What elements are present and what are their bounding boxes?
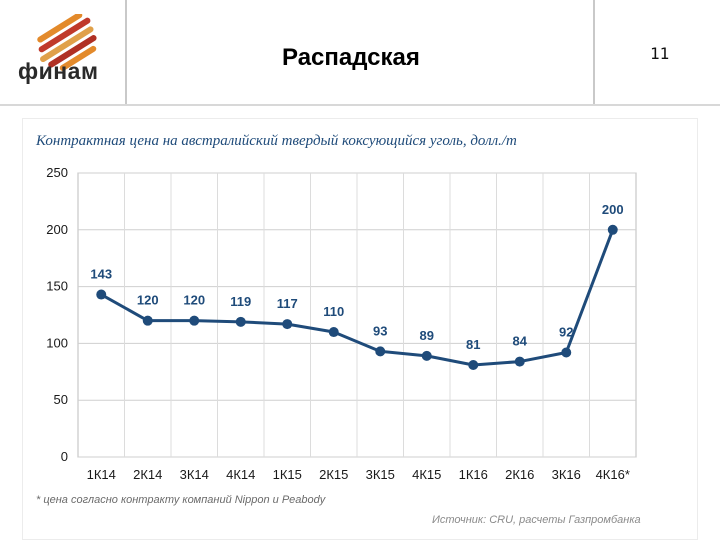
- data-label: 93: [373, 323, 387, 338]
- data-points: [96, 224, 618, 370]
- data-label: 143: [90, 267, 112, 282]
- x-tick-label: 4К14: [226, 467, 255, 482]
- x-tick-label: 2К14: [133, 467, 162, 482]
- page-number: 11: [650, 44, 670, 63]
- data-label: 117: [277, 296, 298, 311]
- chart-source: Источник: CRU, расчеты Газпромбанка: [432, 514, 641, 526]
- data-label: 119: [230, 294, 251, 309]
- data-point: [421, 350, 432, 361]
- data-label: 92: [559, 324, 573, 339]
- chart-footnote: * цена согласно контракту компаний Nippo…: [36, 494, 326, 506]
- logo-text: финам: [18, 58, 99, 84]
- slide-title: Распадская: [282, 44, 420, 71]
- chart-grid: [77, 172, 637, 458]
- x-axis-ticks: 1К14 2К14 3К14 4К14 1К15 2К15 3К15 4К15 1К16 2К16…: [87, 467, 630, 482]
- data-point: [96, 289, 107, 300]
- x-tick-label: 4К16*: [596, 467, 630, 482]
- y-tick-label: 0: [61, 449, 68, 464]
- data-label: 120: [137, 293, 159, 308]
- data-point: [561, 347, 572, 358]
- header-divider-left: [125, 0, 127, 104]
- data-label: 120: [183, 293, 205, 308]
- x-tick-label: 3К16: [552, 467, 581, 482]
- data-point: [142, 315, 153, 326]
- slide-header: финам Распадская 11: [0, 0, 720, 106]
- x-tick-label: 1К14: [87, 467, 116, 482]
- chart-panel: [22, 118, 698, 540]
- data-point: [189, 315, 200, 326]
- y-tick-label: 150: [46, 279, 68, 294]
- y-axis-ticks: 0 50 100 150 200 250: [46, 165, 68, 464]
- data-point: [468, 359, 479, 370]
- x-tick-label: 1К15: [273, 467, 302, 482]
- data-labels: 143 120 120 119 117 110 93 89 81 84 92 200: [90, 202, 623, 352]
- x-tick-label: 2К15: [319, 467, 348, 482]
- x-tick-label: 3К14: [180, 467, 209, 482]
- finam-logo-icon: [37, 14, 97, 71]
- y-tick-label: 200: [46, 222, 68, 237]
- data-label: 81: [466, 337, 480, 352]
- y-tick-label: 50: [54, 392, 68, 407]
- data-label: 110: [323, 304, 344, 319]
- y-tick-label: 100: [46, 335, 68, 350]
- data-point: [328, 327, 339, 338]
- data-point: [282, 319, 293, 330]
- data-point: [607, 224, 618, 235]
- data-label: 84: [513, 334, 528, 349]
- data-point: [375, 346, 386, 357]
- chart-title: Контрактная цена на австралийский тверды…: [36, 133, 517, 149]
- x-tick-label: 4К15: [412, 467, 441, 482]
- data-point: [514, 356, 525, 367]
- data-label: 89: [420, 328, 434, 343]
- data-point: [235, 316, 246, 327]
- data-label: 200: [602, 202, 624, 217]
- series-line: [100, 229, 615, 367]
- header-divider-right: [593, 0, 595, 104]
- x-tick-label: 2К16: [505, 467, 534, 482]
- x-tick-label: 3К15: [366, 467, 395, 482]
- x-tick-label: 1К16: [459, 467, 488, 482]
- y-tick-label: 250: [46, 165, 68, 180]
